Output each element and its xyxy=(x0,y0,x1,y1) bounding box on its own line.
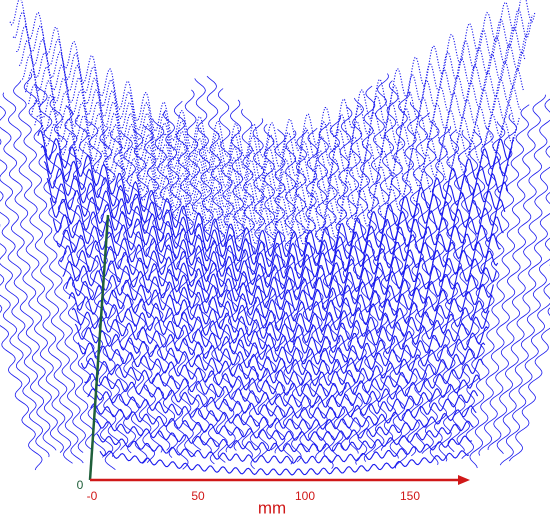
scan-line xyxy=(373,101,420,453)
scan-line xyxy=(90,403,477,442)
scan-line xyxy=(291,129,308,463)
scan-line xyxy=(56,229,501,323)
scan-line xyxy=(34,83,116,471)
scan-line xyxy=(173,100,212,454)
scan-line xyxy=(429,126,494,465)
scan-line xyxy=(496,237,550,455)
scan-line xyxy=(120,130,171,451)
scan-line xyxy=(407,129,460,457)
scan-line xyxy=(152,118,196,457)
scan-line xyxy=(307,122,330,451)
scan-line xyxy=(71,307,490,376)
scan-line xyxy=(80,357,484,409)
y-axis xyxy=(88,214,110,481)
scan-line xyxy=(469,98,550,469)
scan-line xyxy=(0,274,50,458)
scan-line xyxy=(74,114,136,454)
x-tick-label: 50 xyxy=(191,489,205,503)
scan-line xyxy=(162,109,202,451)
scan-line xyxy=(0,304,43,471)
scan-line xyxy=(478,145,550,456)
scan-line xyxy=(2,92,86,453)
scan-line xyxy=(348,73,389,454)
scan-line xyxy=(74,323,489,387)
x-tick-label: -0 xyxy=(87,489,98,503)
scan-line xyxy=(389,120,440,459)
scan-line xyxy=(9,0,536,158)
scan-line xyxy=(109,130,163,453)
x-axis-arrow xyxy=(458,475,470,485)
scan-line xyxy=(241,108,261,470)
scan-line xyxy=(0,191,64,453)
scan-line xyxy=(16,21,530,182)
scan-line xyxy=(340,85,376,451)
scan-line xyxy=(68,291,493,365)
scan-line xyxy=(142,125,189,470)
scan-line xyxy=(84,372,481,420)
scan-line xyxy=(99,450,470,476)
scan-line xyxy=(40,144,513,269)
scan-line xyxy=(65,276,494,354)
scan-line xyxy=(88,121,148,464)
point-cloud xyxy=(0,0,550,476)
scan-line xyxy=(438,121,506,462)
scan-line xyxy=(274,128,286,454)
scan-line xyxy=(64,105,129,451)
scan-line xyxy=(461,94,546,459)
y-tick-label: 0 xyxy=(77,478,84,492)
scan-line xyxy=(332,97,364,457)
scan-line xyxy=(415,129,471,451)
scan-line xyxy=(0,138,73,464)
scan-line xyxy=(59,245,499,333)
scan-line xyxy=(99,126,155,463)
x-axis-label: mm xyxy=(258,498,286,517)
scan-line xyxy=(62,260,497,344)
scan-line xyxy=(456,104,530,451)
scan-line xyxy=(263,123,277,451)
scan-line xyxy=(96,433,473,464)
scan-line xyxy=(12,8,533,170)
scan-line xyxy=(229,99,253,459)
scan-line xyxy=(355,80,399,465)
scan-line xyxy=(508,307,550,462)
scan-line xyxy=(395,126,451,469)
scan-line xyxy=(323,106,353,469)
scan-line xyxy=(252,118,269,457)
x-tick-label: 100 xyxy=(295,489,315,503)
scan-line xyxy=(499,264,550,466)
scan-line xyxy=(13,80,94,451)
scan-line xyxy=(184,89,220,465)
scan-line xyxy=(0,223,57,451)
scan-line xyxy=(217,88,244,451)
scan-line xyxy=(487,191,550,450)
scan-line xyxy=(18,33,529,192)
scan-line xyxy=(31,98,520,236)
scan-line xyxy=(46,178,509,290)
scan-line xyxy=(380,112,430,451)
scan-line xyxy=(282,130,297,465)
scan-line xyxy=(421,129,483,454)
scan-line xyxy=(194,78,228,463)
scan-line xyxy=(447,113,518,453)
scan-line xyxy=(206,75,236,453)
scan-line xyxy=(299,127,318,453)
scan-line xyxy=(77,342,486,398)
scan-line xyxy=(49,197,506,301)
scan-line xyxy=(363,91,411,462)
scan-line xyxy=(34,114,517,247)
scan-line xyxy=(49,96,121,457)
scan-line xyxy=(315,116,342,459)
scan-line xyxy=(23,73,106,458)
scan-line xyxy=(21,50,526,204)
scan-line xyxy=(0,105,84,464)
scan-line xyxy=(132,129,179,458)
x-tick-label: 150 xyxy=(400,489,420,503)
